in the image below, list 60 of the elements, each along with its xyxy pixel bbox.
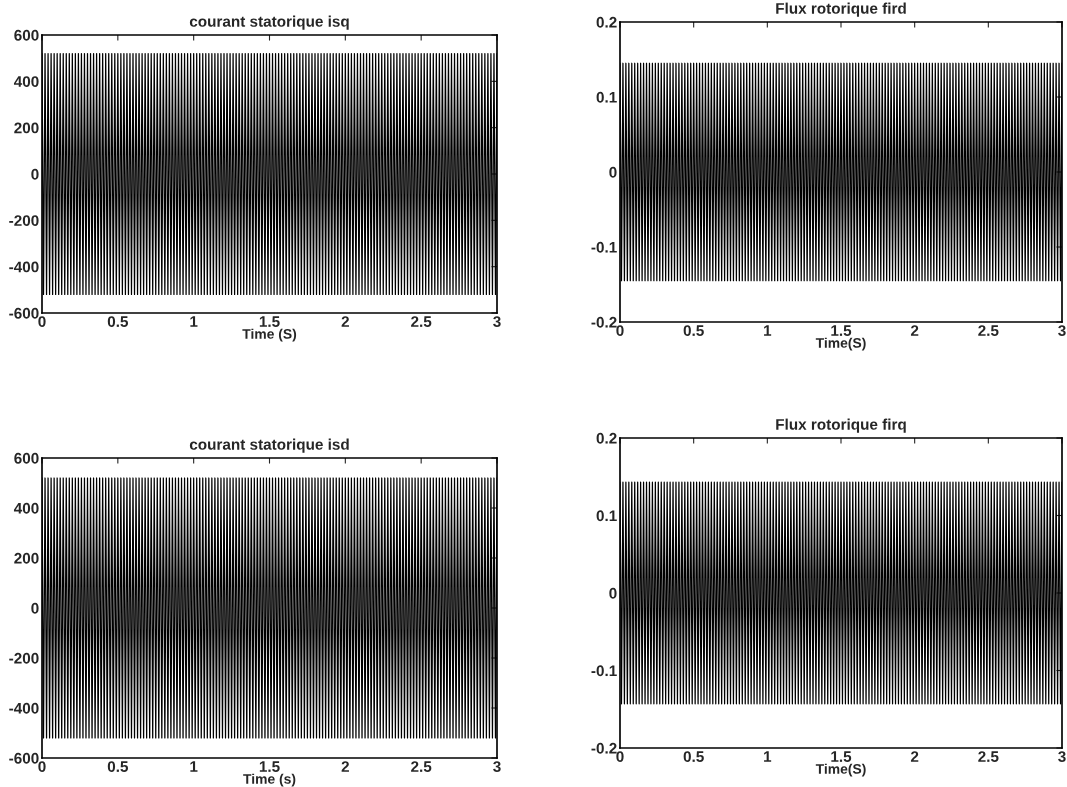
x-tick-label: 2.5 (978, 751, 999, 762)
x-tick-label: 0.5 (107, 316, 129, 327)
y-tick-label: -600 (9, 307, 39, 319)
x-tick-label: 2 (341, 761, 349, 772)
x-tick-label: 1.5 (259, 316, 280, 327)
y-tick-label: -0.2 (591, 742, 617, 754)
y-tick-label: -0.2 (591, 316, 617, 328)
chart-title: Flux rotorique fird (776, 2, 906, 17)
x-tick-label: 1 (190, 316, 198, 327)
x-tick-label: 1 (190, 761, 198, 772)
y-tick-label: 0.1 (596, 510, 617, 522)
x-tick-label: 3 (1058, 751, 1066, 763)
x-tick-label: 3 (493, 316, 501, 328)
x-tick-label: 3 (493, 761, 501, 773)
y-tick-label: 400 (13, 76, 39, 88)
y-tick-label: 0 (31, 168, 39, 180)
y-tick-label: 400 (13, 502, 39, 514)
y-tick-label: 0.1 (596, 91, 617, 103)
y-tick-label: -0.1 (591, 665, 617, 677)
y-tick-label: 600 (14, 29, 39, 41)
y-tick-label: -0.1 (591, 241, 617, 253)
x-tick-label: 2.5 (411, 761, 432, 772)
y-tick-label: 600 (14, 452, 39, 464)
x-tick-label: 1.5 (259, 761, 280, 772)
y-tick-label: 0 (609, 166, 617, 178)
x-tick-label: 1 (764, 751, 772, 762)
y-tick-label: -400 (9, 261, 39, 273)
x-tick-label: 1.5 (831, 325, 852, 336)
x-tick-label: 2 (910, 751, 919, 762)
y-tick-label: 0 (31, 602, 39, 614)
x-axis-title: Time(S) (815, 763, 866, 777)
chart-title: courant statorique isd (189, 438, 349, 453)
x-tick-label: 2 (341, 316, 349, 327)
chart-title: courant statorique isq (189, 15, 349, 30)
y-tick-label: -200 (9, 215, 39, 227)
x-axis-title: Time (S) (242, 328, 297, 342)
x-tick-label: 1 (764, 325, 772, 336)
y-tick-label: -400 (9, 702, 39, 714)
x-tick-label: 3 (1058, 325, 1066, 337)
y-tick-label: 0.2 (596, 432, 617, 444)
x-axis-title: Time(S) (815, 337, 866, 351)
y-tick-label: 0.2 (596, 16, 617, 28)
x-tick-label: 0 (616, 751, 624, 762)
y-tick-label: 200 (14, 552, 39, 564)
y-tick-label: 200 (14, 122, 39, 134)
x-axis-title: Time (s) (243, 773, 296, 787)
x-tick-label: 2.5 (411, 316, 432, 327)
y-tick-label: -600 (9, 752, 39, 764)
y-tick-label: -200 (9, 652, 39, 664)
x-tick-label: 0 (38, 316, 46, 327)
x-tick-label: 1.5 (831, 751, 852, 762)
x-tick-label: 0.5 (683, 325, 704, 336)
y-tick-label: 0 (609, 587, 617, 599)
x-tick-label: 2 (910, 325, 919, 336)
x-tick-label: 0 (38, 761, 46, 772)
chart-title: Flux rotorique firq (776, 418, 906, 433)
x-tick-label: 0 (616, 325, 624, 336)
x-tick-label: 0.5 (683, 751, 704, 762)
x-tick-label: 2.5 (978, 325, 999, 336)
x-tick-label: 0.5 (107, 761, 129, 772)
